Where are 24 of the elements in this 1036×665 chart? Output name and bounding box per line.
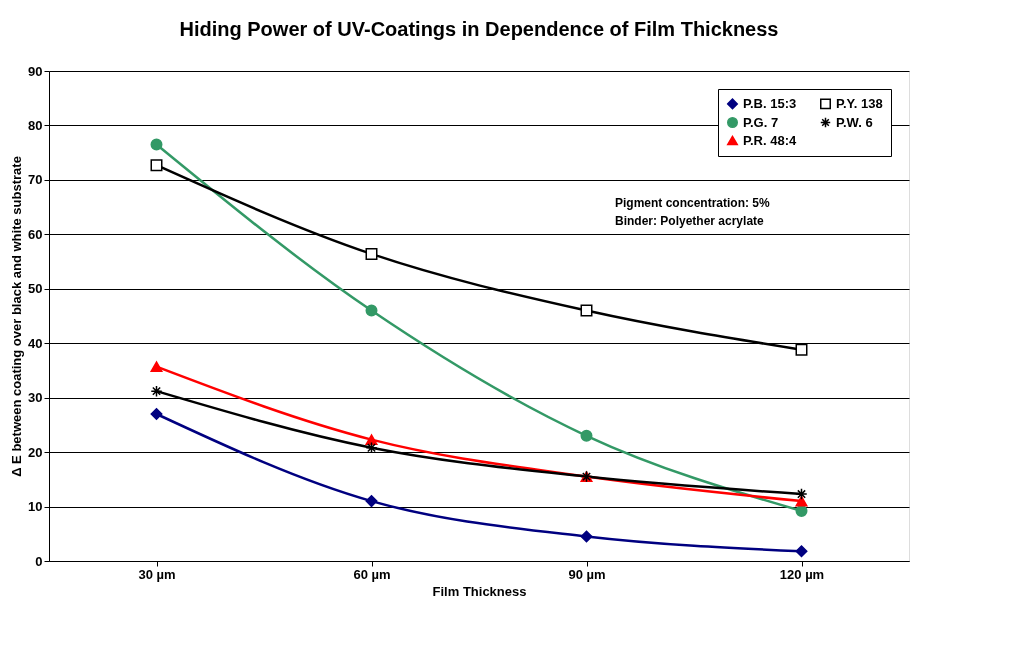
y-tick-label: 50 [28, 281, 43, 297]
x-tick-label: 90 µm [568, 566, 606, 582]
y-tick-label: 90 [28, 63, 43, 79]
legend-label: P.G. 7 [743, 114, 779, 130]
y-tick-label: 60 [28, 226, 43, 242]
chart-title: Hiding Power of UV-Coatings in Dependence of Film Thickness [179, 18, 779, 40]
y-tick-label: 80 [28, 117, 43, 133]
legend-label: P.W. 6 [836, 114, 873, 130]
legend-label: P.R. 48:4 [743, 132, 798, 148]
legend-label: P.Y. 138 [836, 95, 883, 111]
y-tick-label: 10 [28, 499, 43, 515]
y-tick-label: 0 [35, 553, 43, 569]
legend-label: P.B. 15:3 [743, 95, 797, 111]
annotation: Binder: Polyether acrylate [615, 214, 765, 228]
x-tick-label: 30 µm [138, 566, 176, 582]
x-tick-label: 60 µm [353, 566, 391, 582]
y-tick-label: 20 [28, 444, 43, 460]
x-tick-label: 120 µm [779, 566, 825, 582]
annotation: Pigment concentration: 5% [615, 196, 771, 210]
x-axis-title: Film Thickness [432, 583, 527, 599]
y-axis-title: Δ E between coating over black and white substrate [9, 156, 25, 477]
y-tick-label: 30 [28, 390, 43, 406]
y-tick-label: 40 [28, 335, 43, 351]
y-tick-label: 70 [28, 172, 43, 188]
